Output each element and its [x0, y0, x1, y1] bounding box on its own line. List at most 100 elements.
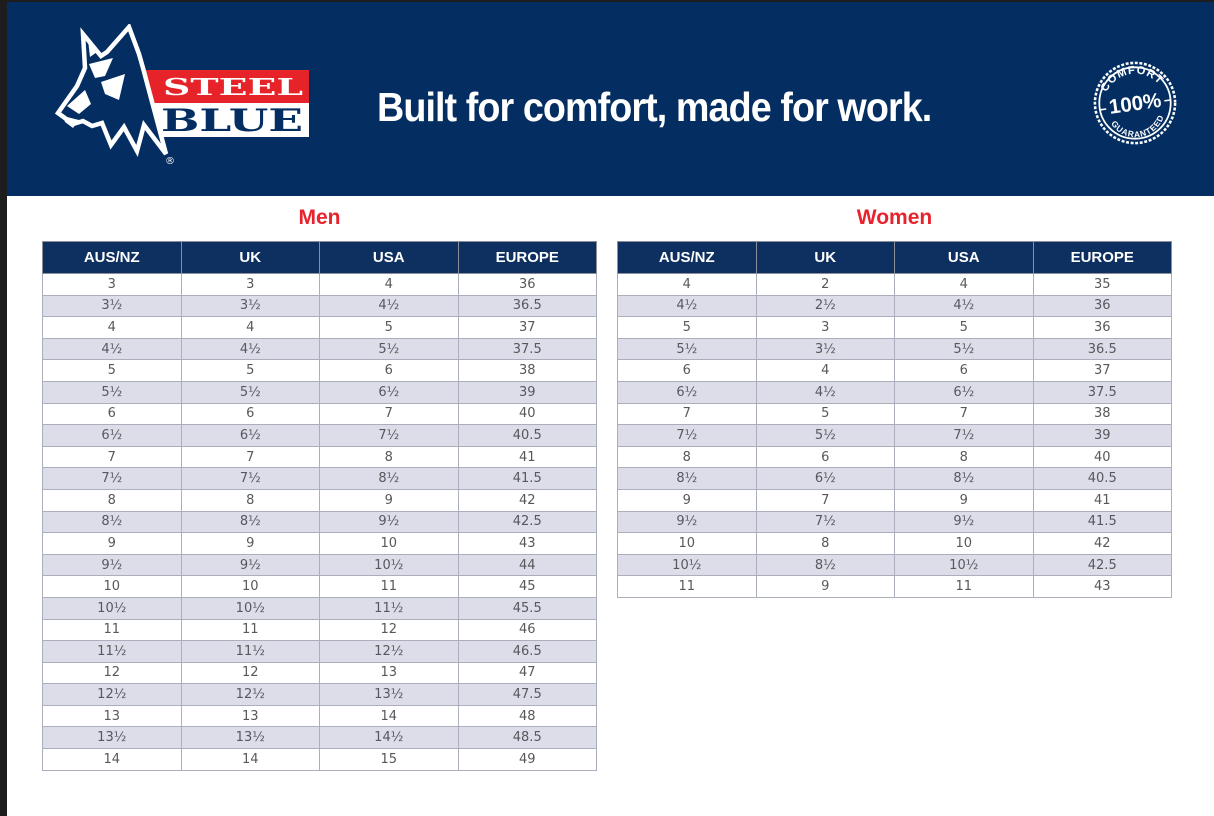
header-row: AUS/NZ UK USA EUROPE: [617, 241, 1172, 274]
size-cell: 5½: [42, 380, 182, 404]
steel-blue-logo-art: STEEL BLUE ®: [54, 22, 309, 167]
table-row: 13 13 14 48: [42, 704, 597, 728]
size-cell: 5½: [319, 337, 459, 361]
size-cell: 5: [180, 359, 320, 382]
size-cell: 39: [1032, 424, 1172, 447]
size-cell: 8: [617, 445, 757, 469]
size-cell: 38: [1032, 402, 1172, 426]
size-cell: 8: [755, 532, 895, 555]
size-cell: 10½: [894, 553, 1034, 577]
table-row: 3½ 3½ 4½ 36.5: [42, 294, 597, 318]
table-row: 6½ 6½ 7½ 40.5: [42, 424, 597, 447]
size-cell: 42.5: [1032, 553, 1172, 577]
size-cell: 6½: [617, 380, 757, 404]
table-row: 10½ 10½ 11½ 45.5: [42, 596, 597, 620]
size-cell: 9½: [894, 510, 1034, 534]
size-cell: 13½: [180, 726, 320, 750]
size-cell: 5½: [755, 424, 895, 447]
size-cell: 6: [42, 402, 182, 426]
size-cell: 5½: [180, 380, 320, 404]
size-cell: 40: [1032, 445, 1172, 469]
table-row: 11 9 11 43: [617, 575, 1172, 598]
size-cell: 12½: [180, 683, 320, 706]
table-row: 10 8 10 42: [617, 532, 1172, 555]
size-cell: 12: [42, 661, 182, 685]
size-cell: 48: [457, 704, 597, 728]
table-row: 7 7 8 41: [42, 445, 597, 469]
steel-blue-logo: STEEL BLUE ®: [54, 22, 327, 176]
column-header-usa: USA: [894, 241, 1034, 274]
women-size-chart-section: Women AUS/NZ UK USA EUROPE 4 2 4 35 4½ 2½ 4½ 36 5 3 5…: [617, 206, 1172, 598]
size-cell: 39: [457, 380, 597, 404]
table-row: 6½ 4½ 6½ 37.5: [617, 380, 1172, 404]
size-cell: 36.5: [457, 294, 597, 318]
size-cell: 36: [457, 273, 597, 296]
size-cell: 10: [180, 575, 320, 598]
size-cell: 4½: [319, 294, 459, 318]
column-header-uk: UK: [180, 241, 320, 274]
table-row: 4 4 5 37: [42, 316, 597, 339]
size-cell: 5: [755, 402, 895, 426]
size-cell: 6½: [319, 380, 459, 404]
size-cell: 37.5: [457, 337, 597, 361]
size-cell: 42.5: [457, 510, 597, 534]
size-cell: 11½: [180, 640, 320, 663]
page-edge-left: [0, 0, 7, 816]
size-cell: 6: [319, 359, 459, 382]
size-cell: 13: [319, 661, 459, 685]
size-cell: 41.5: [1032, 510, 1172, 534]
size-cell: 41.5: [457, 467, 597, 490]
size-cell: 5: [42, 359, 182, 382]
dog-mouth-patch: [63, 116, 79, 128]
size-cell: 40.5: [1032, 467, 1172, 490]
size-cell: 5: [617, 316, 757, 339]
size-cell: 42: [457, 488, 597, 512]
size-cell: 15: [319, 748, 459, 771]
header-band: STEEL BLUE ® Built for comfort, made for…: [0, 0, 1214, 196]
registered-mark: ®: [165, 156, 175, 167]
size-cell: 5: [894, 316, 1034, 339]
size-cell: 7½: [617, 424, 757, 447]
logo-blue-text: BLUE: [161, 103, 303, 139]
size-cell: 4: [894, 273, 1034, 296]
women-table-head: AUS/NZ UK USA EUROPE: [617, 241, 1172, 274]
size-cell: 3½: [42, 294, 182, 318]
size-cell: 7: [755, 488, 895, 512]
size-cell: 6½: [894, 380, 1034, 404]
logo-steel-banner: [143, 70, 309, 103]
size-cell: 7½: [42, 467, 182, 490]
men-size-table: AUS/NZ UK USA EUROPE 3 3 4 36 3½ 3½ 4½ 36.5 4 4 5 37 4½…: [42, 241, 597, 771]
size-cell: 10½: [319, 553, 459, 577]
size-cell: 9½: [42, 553, 182, 577]
size-cell: 10½: [42, 596, 182, 620]
size-cell: 12½: [42, 683, 182, 706]
size-cell: 11: [894, 575, 1034, 598]
size-cell: 9: [755, 575, 895, 598]
size-cell: 11: [617, 575, 757, 598]
column-header-aus-nz: AUS/NZ: [617, 241, 757, 274]
size-cell: 4½: [894, 294, 1034, 318]
size-cell: 6½: [755, 467, 895, 490]
table-row: 7 5 7 38: [617, 402, 1172, 426]
men-table-title: Men: [298, 206, 341, 229]
size-cell: 45: [457, 575, 597, 598]
size-cell: 7: [617, 402, 757, 426]
badge-right-tick: [1164, 99, 1171, 102]
page-edge-top: [0, 0, 1214, 2]
size-cell: 13: [180, 704, 320, 728]
size-cell: 8: [180, 488, 320, 512]
size-cell: 3: [42, 273, 182, 296]
women-table-title: Women: [856, 206, 933, 229]
size-cell: 36: [1032, 294, 1172, 318]
size-cell: 10: [319, 532, 459, 555]
size-cell: 3½: [755, 337, 895, 361]
size-cell: 5: [319, 316, 459, 339]
size-cell: 7½: [894, 424, 1034, 447]
logo-blue-banner: [151, 103, 309, 137]
table-row: 8 6 8 40: [617, 445, 1172, 469]
size-cell: 8½: [617, 467, 757, 490]
size-cell: 6: [180, 402, 320, 426]
size-cell: 43: [457, 532, 597, 555]
column-header-europe: EUROPE: [1032, 241, 1172, 274]
